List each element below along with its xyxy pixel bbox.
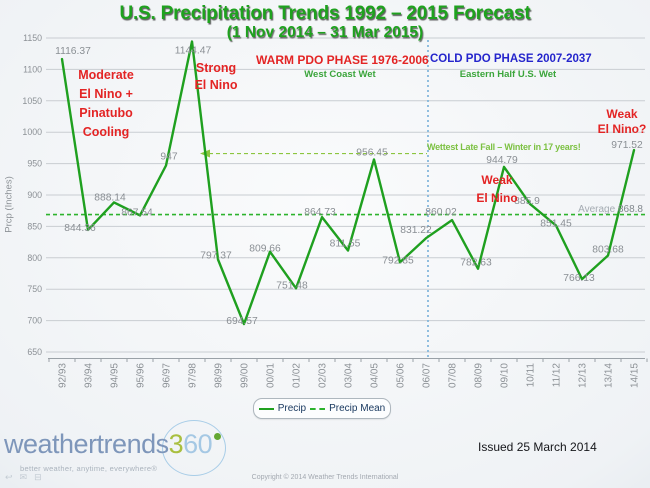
mail-icon: ✉ (19, 472, 28, 482)
logo-tagline: better weather, anytime, everywhere® (20, 464, 158, 473)
x-tick-label: 94/95 (110, 363, 121, 388)
data-label: 766.13 (563, 273, 595, 284)
data-label: 888.14 (94, 192, 126, 203)
annotation-moderate-el-nino: Moderate El Nino + Pinatubo Cooling (78, 68, 134, 139)
x-tick-label: 98/99 (214, 363, 225, 388)
data-label: 803.68 (592, 244, 624, 255)
annotation-average: Average 868.8 (556, 204, 643, 215)
annotation-strong-el-nino: Strong El Nino (194, 61, 238, 92)
data-label: 864.73 (304, 207, 336, 218)
annotation-weak-el-nino-question: Weak El Nino? (597, 107, 647, 136)
x-tick-label: 14/15 (630, 363, 641, 388)
annotation-west-coast-wet: West Coast Wet (304, 69, 376, 80)
average-label: Average (578, 204, 616, 215)
data-label: 694.57 (226, 316, 258, 327)
x-tick-label: 08/09 (474, 363, 485, 388)
data-label: 885.9 (514, 196, 540, 207)
footer-social-icons: ↩ ✉ ⊟ (5, 473, 42, 482)
chart-legend: Precip Precip Mean (253, 398, 391, 419)
issued-date: Issued 25 March 2014 (478, 440, 597, 454)
page-subtitle: (1 Nov 2014 – 31 Mar 2015) (226, 24, 424, 41)
x-tick-label: 95/96 (136, 363, 147, 388)
x-tick-label: 97/98 (188, 363, 199, 388)
logo-360-60: 60 (183, 429, 213, 459)
data-label: 751.48 (276, 280, 308, 291)
x-tick-label: 03/04 (344, 363, 355, 388)
x-tick-label: 13/14 (604, 363, 615, 388)
x-tick-label: 06/07 (422, 363, 433, 388)
logo-360-3: 3 (168, 429, 184, 459)
y-tick-label: 750 (27, 284, 42, 294)
page-title: U.S. Precipitation Trends 1992 – 2015 Fo… (119, 3, 531, 24)
y-tick-label: 950 (27, 159, 42, 169)
logo-circle-arc (162, 420, 226, 476)
copyright-text: Copyright © 2014 Weather Trends Internat… (251, 474, 399, 481)
y-tick-label: 1100 (23, 64, 42, 74)
data-label: 944.79 (486, 155, 518, 166)
precip-line-swatch (258, 407, 274, 410)
x-tick-label: 02/03 (318, 363, 329, 388)
y-tick-label: 800 (27, 253, 42, 263)
data-label: 971.52 (611, 140, 643, 151)
data-label: 782.63 (460, 258, 492, 269)
data-label: 797.37 (200, 250, 232, 261)
x-tick-label: 09/10 (500, 363, 511, 388)
print-icon: ⊟ (34, 472, 42, 482)
y-tick-label: 1050 (22, 96, 42, 106)
precip-line (60, 40, 636, 326)
y-tick-label: 650 (27, 347, 42, 357)
x-tick-label: 05/06 (396, 363, 407, 388)
data-label: 811.55 (330, 239, 361, 250)
x-tick-label: 01/02 (292, 363, 303, 388)
x-tick-label: 92/93 (58, 363, 69, 388)
y-tick-label: 1000 (22, 127, 42, 137)
share-icon: ↩ (5, 472, 13, 482)
x-tick-label: 93/94 (84, 363, 95, 388)
x-tick-label: 96/97 (162, 363, 173, 388)
precip-mean-line-swatch (310, 407, 326, 410)
data-label: 956.45 (356, 148, 388, 159)
y-axis-title: Prcp (Inches) (3, 176, 15, 233)
average-value: 868.8 (617, 204, 643, 215)
legend-label-precip: Precip (277, 403, 307, 414)
annotation-warm-pdo-phase: WARM PDO PHASE 1976-2006 (256, 53, 429, 67)
y-tick-label: 700 (27, 316, 42, 326)
data-label: 851.45 (540, 218, 572, 229)
data-label: 860.02 (425, 207, 457, 218)
annotation-wettest-late-fall: Wettest Late Fall – Winter in 17 years! (427, 142, 581, 152)
annotation-weak-el-nino: Weak El Nino (476, 173, 518, 205)
y-tick-label: 850 (27, 221, 42, 231)
logo-degree-dot (214, 433, 221, 440)
x-tick-label: 99/00 (240, 363, 251, 388)
data-label: 831.22 (400, 225, 432, 236)
x-tick-label: 12/13 (578, 363, 589, 388)
logo-brand-text: weathertrends (4, 429, 169, 459)
weathertrends360-logo: weathertrends360 (4, 429, 213, 460)
data-label: 1144.47 (175, 45, 212, 56)
data-label: 867.54 (121, 207, 153, 218)
y-tick-label: 900 (27, 190, 42, 200)
data-label: 947 (160, 151, 177, 162)
annotation-eastern-half-wet: Eastern Half U.S. Wet (459, 69, 557, 80)
y-tick-label: 1150 (23, 33, 42, 43)
data-label: 844.36 (64, 223, 96, 234)
x-tick-label: 07/08 (448, 363, 459, 388)
x-tick-label: 10/11 (526, 363, 537, 388)
data-label: 809.66 (249, 244, 281, 255)
legend-label-precip-mean: Precip Mean (329, 403, 386, 414)
x-tick-label: 11/12 (552, 363, 563, 388)
data-label: 1116.37 (55, 46, 91, 57)
x-tick-label: 04/05 (370, 363, 381, 388)
annotation-cold-pdo-phase: COLD PDO PHASE 2007-2037 (430, 53, 592, 65)
data-label: 792.85 (382, 255, 414, 266)
x-tick-label: 00/01 (266, 363, 277, 388)
